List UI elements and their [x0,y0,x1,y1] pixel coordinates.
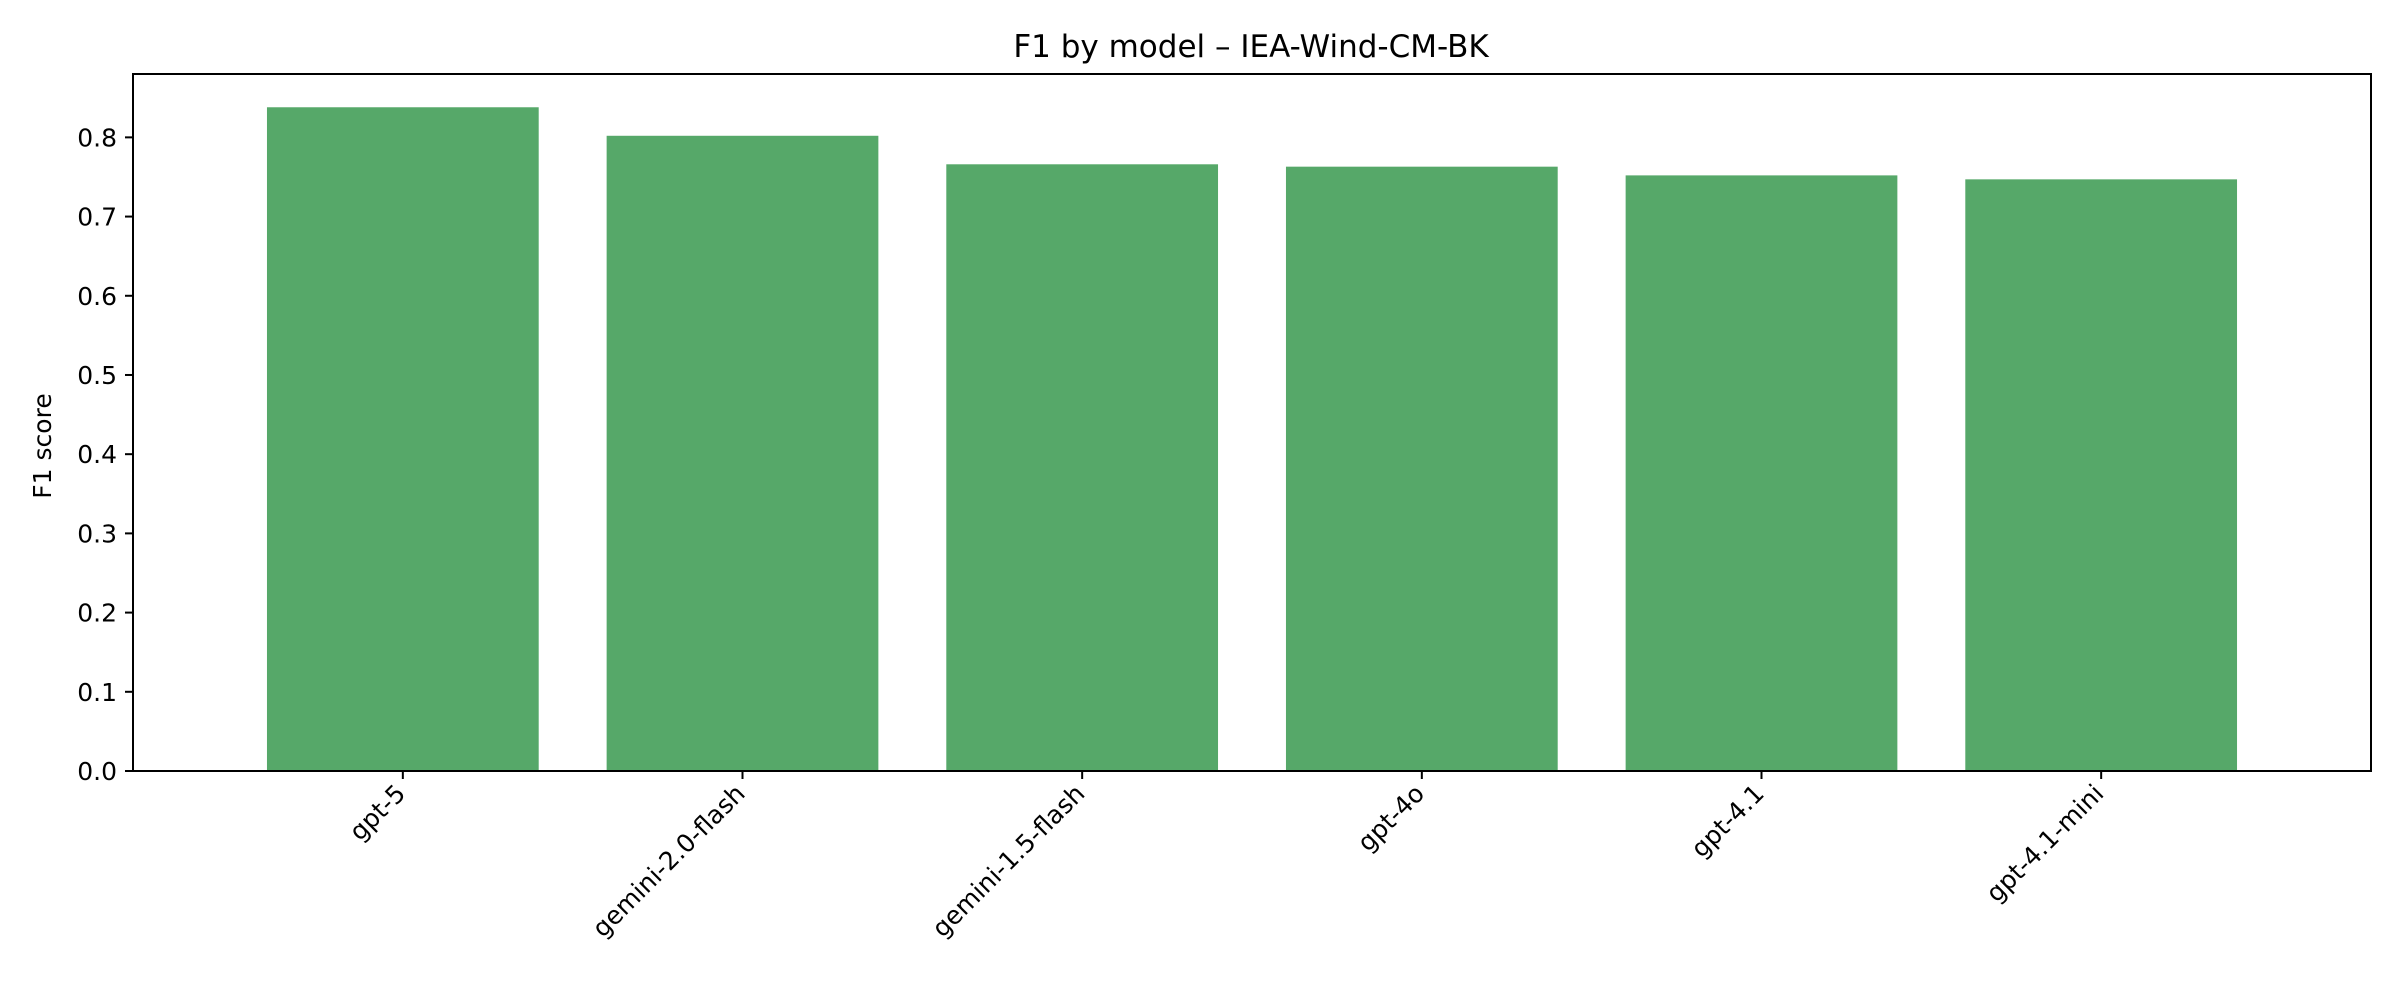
x-axis: gpt-5 gemini-2.0-flash gemini-1.5-flash gpt… [344,771,2109,943]
bar-gpt-4.1 [1625,175,1898,771]
chart-title: F1 by model – IEA-Wind-CM-BK [1013,29,1489,65]
y-tick-label: 0.0 [77,757,117,786]
y-tick-label: 0.4 [77,440,117,469]
bar-gemini-1.5-flash [946,164,1219,771]
bar-gemini-2.0-flash [606,135,879,771]
x-tick-label: gpt-4.1-mini [1980,779,2109,908]
bar-gpt-4o [1285,166,1558,771]
y-axis: 0.0 0.1 0.2 0.3 0.4 0.5 0.6 0.7 0.8 [77,123,133,786]
bar-group [266,107,2238,771]
x-tick-label: gemini-2.0-flash [587,779,751,943]
y-tick-label: 0.2 [77,599,117,628]
plot-frame [132,73,2372,772]
x-tick-label: gpt-5 [344,779,412,847]
y-tick-label: 0.7 [77,203,117,232]
x-tick-label: gemini-1.5-flash [926,779,1090,943]
y-axis-title: F1 score [28,393,57,498]
y-tick-label: 0.6 [77,282,117,311]
x-tick-label: gpt-4o [1352,779,1430,857]
y-tick-label: 0.1 [77,678,117,707]
y-tick-label: 0.5 [77,361,117,390]
y-tick-label: 0.8 [77,123,117,152]
bar-gpt-4.1-mini [1965,179,2238,771]
bar-gpt-5 [266,107,539,771]
x-tick-label: gpt-4.1 [1685,779,1769,863]
y-tick-label: 0.3 [77,519,117,548]
